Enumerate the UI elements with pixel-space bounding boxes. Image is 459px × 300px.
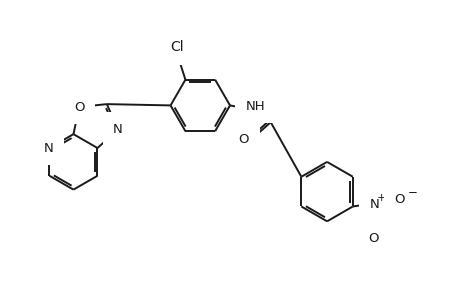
Text: O: O	[238, 133, 249, 146]
Text: +: +	[376, 193, 386, 202]
Text: N: N	[44, 142, 53, 154]
Text: Cl: Cl	[170, 40, 184, 54]
Text: NH: NH	[246, 100, 265, 113]
Text: O: O	[74, 100, 84, 113]
Text: −: −	[407, 186, 416, 199]
Text: O: O	[393, 193, 404, 206]
Text: O: O	[368, 232, 378, 245]
Text: N: N	[113, 123, 123, 136]
Text: N: N	[369, 198, 379, 211]
